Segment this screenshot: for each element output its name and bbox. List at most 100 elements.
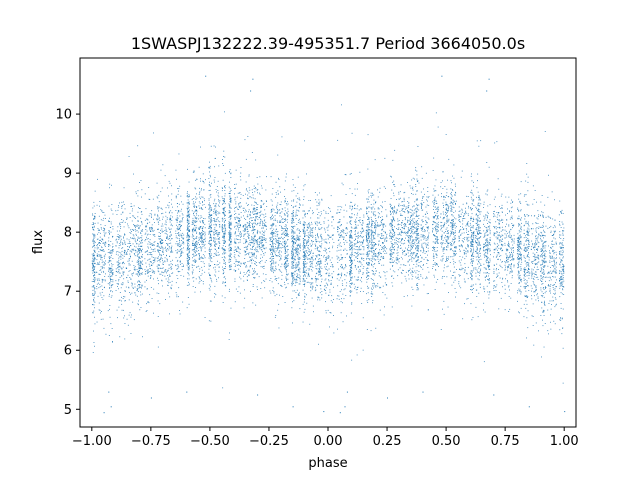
data-point	[537, 276, 539, 278]
data-point	[92, 222, 94, 223]
data-point	[186, 257, 188, 259]
data-point	[346, 315, 347, 317]
data-point	[462, 268, 464, 269]
data-point	[520, 279, 522, 281]
data-point	[291, 218, 293, 220]
data-point	[276, 193, 278, 195]
data-point	[393, 195, 395, 197]
data-point	[149, 229, 151, 231]
data-point	[214, 241, 216, 243]
data-point	[357, 279, 359, 281]
data-point	[486, 252, 488, 254]
data-point	[375, 229, 377, 231]
data-point	[221, 229, 223, 230]
data-point	[483, 286, 485, 288]
data-point	[404, 275, 406, 277]
data-point	[488, 262, 490, 264]
data-point	[245, 219, 247, 220]
data-point	[222, 224, 223, 225]
data-point	[426, 259, 428, 261]
data-point	[554, 232, 556, 234]
data-point	[520, 266, 522, 268]
data-point	[323, 221, 325, 223]
data-point	[178, 287, 180, 289]
data-point	[238, 206, 240, 208]
data-point	[555, 298, 557, 300]
data-point	[316, 201, 318, 203]
data-point	[368, 217, 369, 219]
data-point	[253, 230, 255, 232]
data-point	[372, 300, 374, 301]
data-point	[360, 224, 362, 226]
data-point	[287, 265, 289, 267]
data-point	[330, 236, 332, 238]
data-point	[210, 245, 212, 247]
data-point	[291, 265, 293, 267]
data-point	[318, 263, 320, 265]
data-point	[188, 245, 189, 247]
data-point	[192, 223, 194, 225]
data-point	[296, 235, 298, 237]
data-point	[284, 221, 286, 222]
data-point	[375, 220, 377, 221]
data-point	[447, 238, 449, 240]
data-point	[477, 243, 479, 245]
data-point	[471, 275, 473, 277]
data-point	[284, 265, 286, 267]
data-point	[209, 240, 210, 242]
data-point	[541, 251, 543, 252]
data-point	[254, 257, 256, 259]
data-point	[91, 286, 93, 288]
data-point	[329, 247, 330, 249]
data-point	[160, 250, 161, 251]
data-point	[139, 284, 141, 285]
data-point	[137, 291, 139, 292]
data-point	[253, 205, 255, 206]
data-point	[413, 222, 415, 224]
data-point	[159, 240, 161, 242]
data-point	[477, 254, 479, 256]
data-point	[142, 248, 143, 250]
data-point	[98, 279, 100, 281]
data-point	[186, 214, 188, 216]
data-point	[319, 251, 321, 253]
data-point	[417, 249, 419, 251]
data-point	[463, 253, 465, 255]
data-point	[338, 233, 340, 235]
data-point	[219, 200, 221, 202]
data-point	[393, 261, 394, 263]
data-point	[292, 226, 293, 228]
data-point	[304, 212, 306, 214]
data-point	[91, 281, 93, 282]
data-point	[415, 167, 417, 169]
data-point	[118, 267, 120, 269]
data-point	[93, 275, 94, 276]
data-point	[201, 220, 203, 222]
data-point	[103, 264, 105, 266]
data-point	[293, 278, 295, 280]
data-point	[140, 246, 142, 247]
data-point	[484, 246, 486, 248]
data-point	[488, 261, 489, 263]
data-point	[338, 257, 340, 259]
data-point	[179, 215, 181, 217]
data-point	[276, 233, 278, 235]
data-point	[238, 251, 240, 253]
data-point	[110, 260, 112, 262]
data-point	[198, 282, 200, 284]
data-point	[455, 185, 456, 187]
data-point	[523, 277, 525, 279]
data-point	[188, 256, 189, 258]
data-point	[524, 295, 526, 297]
data-point	[551, 255, 553, 257]
data-point	[233, 269, 235, 271]
data-point	[284, 226, 286, 227]
data-point	[349, 239, 350, 241]
data-point	[152, 257, 154, 258]
data-point	[213, 228, 215, 230]
data-point	[109, 305, 111, 306]
data-point	[306, 242, 308, 244]
data-point	[188, 214, 190, 216]
data-point	[525, 268, 527, 270]
data-point	[230, 172, 232, 174]
